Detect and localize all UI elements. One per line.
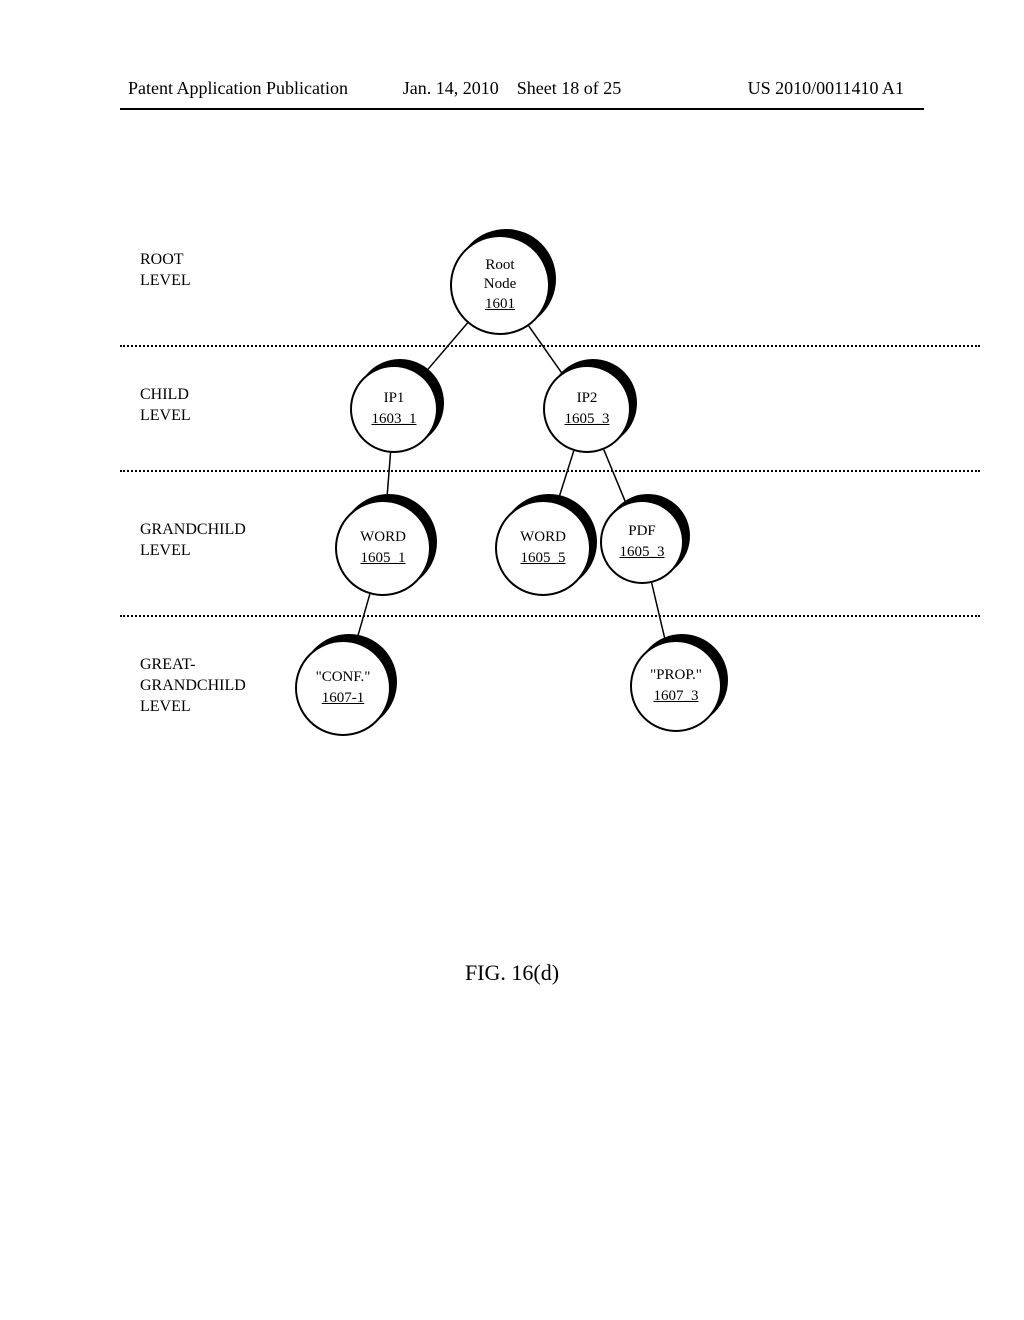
- node-circle: WORD 1605_1: [335, 500, 431, 596]
- node-circle: PDF 1605_3: [600, 500, 684, 584]
- tree-node: WORD 1605_5: [495, 500, 591, 596]
- header-rule: [120, 108, 924, 110]
- node-title-line: "PROP.": [650, 666, 702, 685]
- level-separator: [120, 470, 980, 472]
- tree-node: PDF 1605_3: [600, 500, 684, 584]
- node-ref: 1603_1: [372, 410, 417, 429]
- tree-node: IP2 1605_3: [543, 365, 631, 453]
- tree-node: RootNode1601: [450, 235, 550, 335]
- node-ref: 1605_5: [521, 549, 566, 568]
- tree-node: "CONF." 1607-1: [295, 640, 391, 736]
- node-circle: IP1 1603_1: [350, 365, 438, 453]
- figure-caption: FIG. 16(d): [0, 960, 1024, 986]
- level-label: GRANDCHILDLEVEL: [140, 520, 246, 562]
- node-ref: 1605_3: [565, 410, 610, 429]
- node-circle: "PROP." 1607_3: [630, 640, 722, 732]
- node-title-line: Node: [484, 275, 517, 294]
- node-title-line: Root: [485, 256, 514, 275]
- node-circle: RootNode1601: [450, 235, 550, 335]
- header-date: Jan. 14, 2010: [403, 78, 499, 98]
- tree-node: "PROP." 1607_3: [630, 640, 722, 732]
- level-separator: [120, 345, 980, 347]
- tree-edge: [652, 583, 666, 641]
- tree-node: WORD 1605_1: [335, 500, 431, 596]
- header-center: Jan. 14, 2010 Sheet 18 of 25: [403, 78, 621, 99]
- node-circle: IP2 1605_3: [543, 365, 631, 453]
- node-title-line: IP2: [577, 389, 598, 408]
- page-header: Patent Application Publication Jan. 14, …: [0, 78, 1024, 99]
- node-title-line: PDF: [628, 522, 656, 541]
- tree-node: IP1 1603_1: [350, 365, 438, 453]
- node-circle: WORD 1605_5: [495, 500, 591, 596]
- tree-edge: [604, 450, 626, 504]
- node-title-line: "CONF.": [316, 668, 371, 687]
- level-label: ROOTLEVEL: [140, 250, 191, 292]
- header-publication: Patent Application Publication: [128, 78, 348, 99]
- node-title-line: IP1: [384, 389, 405, 408]
- level-label: GREAT-GRANDCHILDLEVEL: [140, 655, 246, 717]
- tree-diagram: ROOTLEVEL CHILDLEVEL GRANDCHILDLEVEL GREAT-…: [100, 200, 920, 800]
- node-circle: "CONF." 1607-1: [295, 640, 391, 736]
- node-ref: 1605_3: [620, 543, 665, 562]
- node-title-line: WORD: [520, 528, 566, 547]
- node-ref: 1605_1: [361, 549, 406, 568]
- header-sheet: Sheet 18 of 25: [517, 78, 621, 98]
- level-separator: [120, 615, 980, 617]
- node-ref: 1607_3: [654, 687, 699, 706]
- header-pubno: US 2010/0011410 A1: [748, 78, 904, 99]
- node-ref: 1601: [485, 295, 515, 314]
- node-ref: 1607-1: [322, 689, 365, 708]
- level-label: CHILDLEVEL: [140, 385, 191, 427]
- node-title-line: WORD: [360, 528, 406, 547]
